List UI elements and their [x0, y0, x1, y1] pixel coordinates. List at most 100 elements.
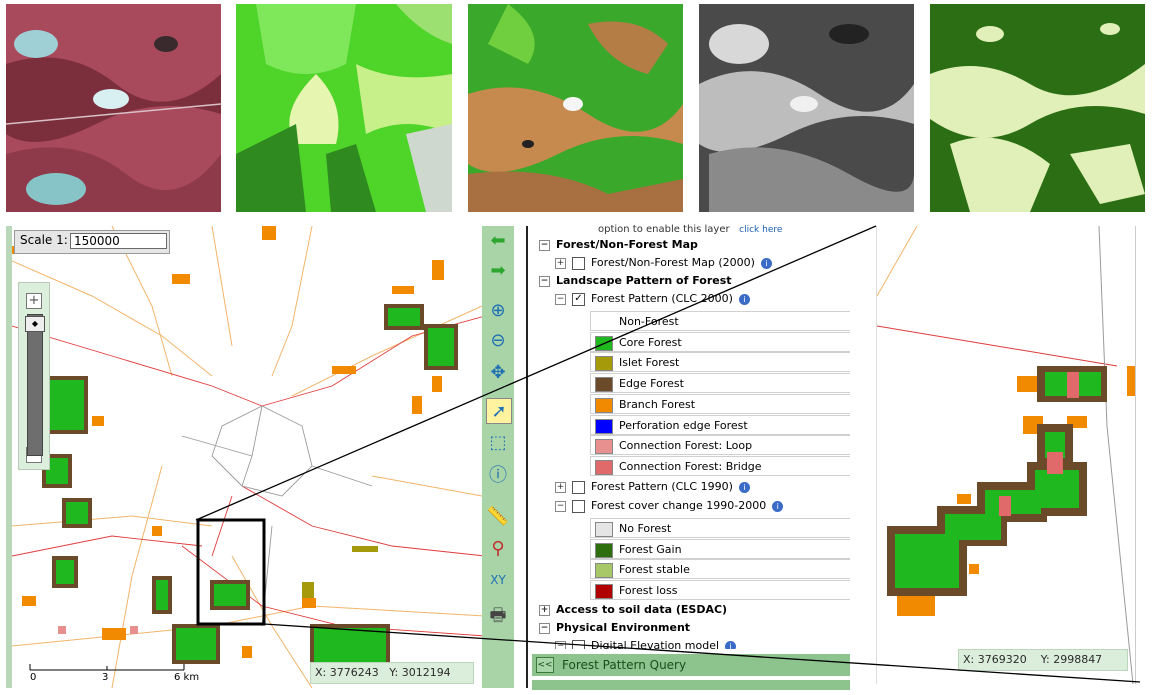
print-icon[interactable]: 🖶 — [489, 605, 507, 626]
measure-ruler-icon[interactable]: 📏 — [486, 505, 510, 527]
click-here-link[interactable]: click here — [739, 225, 783, 235]
collapse-query-button[interactable]: << — [536, 657, 554, 673]
layer-label: Digital Elevation model — [591, 639, 720, 649]
info-icon[interactable]: i — [772, 500, 784, 512]
land-cover-map-thumbnail — [236, 4, 452, 212]
legend-class-row: Edge Forest — [590, 373, 850, 394]
layer-pattern-1990[interactable]: + Forest Pattern (CLC 1990) i — [555, 480, 750, 494]
group-landscape-pattern[interactable]: − Landscape Pattern of Forest — [539, 274, 732, 287]
panel-divider — [526, 226, 528, 688]
layer-checkbox[interactable] — [572, 480, 585, 494]
legend-swatch — [595, 356, 613, 372]
legend-class-row: Connection Forest: Loop — [590, 435, 850, 456]
group-forest-nonforest[interactable]: − Forest/Non-Forest Map — [539, 238, 698, 251]
zoomed-detail-view — [876, 226, 1136, 684]
zoom-slider-handle[interactable]: ◆ — [25, 316, 45, 332]
legend-class-row: Forest stable — [590, 559, 850, 580]
classification-map-thumbnail — [468, 4, 683, 212]
legend-class-row: Forest loss — [590, 580, 850, 601]
identify-select-icon[interactable]: ➚ — [486, 398, 512, 424]
layer-checkbox[interactable] — [572, 639, 585, 649]
layer-dem[interactable]: − Digital Elevation model i — [555, 639, 737, 649]
zoom-slider-track[interactable] — [27, 314, 43, 456]
legend-swatch — [595, 563, 613, 579]
collapse-icon[interactable]: − — [555, 293, 566, 305]
pin-icon[interactable]: ⚲ — [491, 537, 505, 559]
layer-checkbox[interactable] — [572, 499, 585, 513]
collapse-icon[interactable]: − — [539, 622, 550, 634]
back-arrow-icon[interactable]: ⬅ — [490, 229, 506, 251]
info-icon[interactable]: i — [725, 640, 737, 649]
layer-label: Forest cover change 1990-2000 — [591, 499, 767, 512]
layer-cover-change[interactable]: − Forest cover change 1990-2000 i — [555, 499, 784, 513]
legend-class-label: Connection Forest: Loop — [619, 439, 753, 453]
legend-swatch — [595, 377, 613, 393]
expand-icon[interactable]: + — [539, 604, 550, 616]
group-label: Physical Environment — [556, 621, 691, 634]
group-physical-environment[interactable]: − Physical Environment — [539, 621, 690, 634]
coord-x: X: 3769320 — [963, 653, 1027, 666]
coord-y: Y: 3012194 — [389, 666, 451, 679]
legend-swatch — [595, 459, 613, 475]
legend-swatch — [595, 584, 613, 600]
zoom-in-button[interactable]: + — [26, 293, 42, 309]
legend-class-label: Islet Forest — [619, 356, 680, 370]
legend-class-row: Branch Forest — [590, 393, 850, 414]
scale-label: Scale 1: — [20, 233, 68, 247]
layer-checkbox[interactable] — [572, 256, 585, 270]
layer-pattern-2000[interactable]: − ✓ Forest Pattern (CLC 2000) i — [555, 292, 750, 306]
zoom-out-icon[interactable]: ⊖ — [490, 329, 506, 351]
scalebar-label: 6 km — [174, 672, 200, 683]
legend-class-row: Forest Gain — [590, 538, 850, 559]
coord-y: Y: 2998847 — [1040, 653, 1103, 666]
legend-class-label: Perforation edge Forest — [619, 418, 748, 432]
layer-hint: option to enable this layer click here — [598, 224, 782, 235]
legend-class-row: Core Forest — [590, 331, 850, 352]
collapse-icon[interactable]: − — [539, 239, 550, 251]
panel-footer-bar — [532, 680, 850, 690]
info-icon[interactable]: i — [738, 481, 750, 493]
scalebar-label: 0 — [30, 672, 37, 683]
legend-class-row: Perforation edge Forest — [590, 414, 850, 435]
zoom-coordinates: X: 3769320 Y: 2998847 — [958, 649, 1128, 671]
legend-class-row: No Forest — [590, 518, 850, 538]
legend-class-row: Connection Forest: Bridge — [590, 455, 850, 476]
coord-x: X: 3776243 — [315, 666, 379, 679]
legend-class-row: Non-Forest — [590, 311, 850, 331]
legend-class-label: Core Forest — [619, 335, 682, 349]
legend-class-label: Non-Forest — [619, 315, 679, 328]
xy-coordinates-icon[interactable]: XY — [490, 573, 506, 587]
map-canvas[interactable] — [6, 226, 485, 688]
expand-icon[interactable]: + — [555, 481, 566, 493]
layer-label: Forest Pattern (CLC 1990) — [591, 480, 733, 493]
scale-input[interactable]: 150000 — [70, 233, 167, 249]
layer-fnf-2000[interactable]: + Forest/Non-Forest Map (2000) i — [555, 256, 772, 270]
legend-swatch — [595, 542, 613, 558]
forward-arrow-icon[interactable]: ➡ — [490, 259, 506, 281]
map-toolbar: ⬅ ➡ ⊕ ⊖ ✥ ➚ ⬚ ⓘ 📏 ⚲ XY 🖶 — [482, 226, 514, 688]
group-label: Landscape Pattern of Forest — [556, 274, 732, 287]
info-icon[interactable]: i — [760, 257, 772, 269]
info-icon[interactable]: i — [738, 293, 750, 305]
expand-icon[interactable]: − — [555, 640, 566, 649]
pan-icon[interactable]: ✥ — [490, 361, 506, 383]
expand-icon[interactable]: + — [555, 257, 566, 269]
legend-class-row: Islet Forest — [590, 352, 850, 373]
zoom-in-icon[interactable]: ⊕ — [490, 299, 506, 321]
legend-class-label: No Forest — [619, 522, 672, 535]
legend-swatch — [595, 418, 613, 434]
legend-class-label: Forest stable — [619, 563, 690, 577]
layer-checkbox-checked[interactable]: ✓ — [572, 292, 585, 306]
info-icon[interactable]: ⓘ — [489, 465, 507, 486]
collapse-icon[interactable]: − — [555, 500, 566, 512]
legend-class-label: Branch Forest — [619, 397, 696, 411]
group-soil-data[interactable]: + Access to soil data (ESDAC) — [539, 603, 727, 616]
query-label: Forest Pattern Query — [562, 658, 687, 672]
legend-class-label: Forest loss — [619, 584, 678, 598]
box-select-icon[interactable]: ⬚ — [489, 431, 507, 453]
group-label: Access to soil data (ESDAC) — [556, 603, 728, 616]
false-color-satellite-thumbnail — [6, 4, 221, 212]
legend-swatch — [595, 315, 611, 328]
forest-pattern-query-bar[interactable]: << Forest Pattern Query — [532, 654, 850, 676]
collapse-icon[interactable]: − — [539, 275, 550, 287]
